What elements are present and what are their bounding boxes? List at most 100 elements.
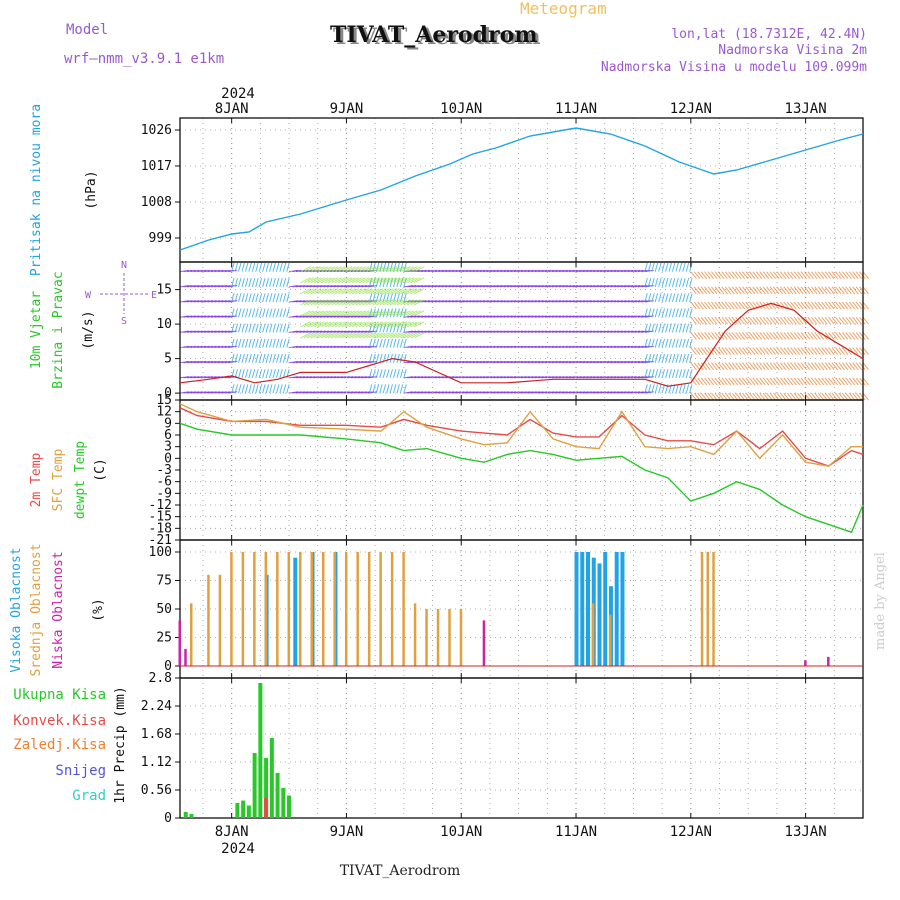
wind-arrow (565, 300, 575, 303)
wind-arrow (562, 376, 572, 379)
wind-arrow (714, 377, 721, 386)
wind-arrow (448, 300, 458, 303)
wind-arrow (337, 285, 347, 288)
wind-arrow (654, 369, 659, 379)
wind-arrow (565, 315, 575, 318)
wind-arrow (606, 360, 616, 364)
wind-arrow (821, 271, 828, 280)
wind-arrow (265, 338, 269, 348)
wind-arrow (786, 332, 794, 340)
wind-arrow (582, 345, 592, 349)
wind-arrow (707, 286, 715, 295)
wind-arrow (275, 369, 280, 379)
wind-arrow (610, 360, 620, 364)
wind-arrow (221, 330, 231, 333)
wind-arrow (179, 360, 189, 364)
wind-arrow (445, 300, 455, 303)
wind-arrow (527, 391, 537, 394)
wind-arrow (658, 323, 662, 333)
wind-arrow (507, 376, 517, 379)
wind-arrow (793, 286, 801, 295)
x-tick-bottom: 12JAN (670, 824, 712, 840)
wind-arrow (357, 376, 367, 379)
wind-arrow (762, 362, 770, 371)
wind-arrow (776, 316, 783, 325)
wind-arrow (347, 345, 357, 349)
wind-arrow (341, 310, 353, 317)
wind-arrow (489, 330, 499, 333)
wind-arrow (438, 285, 448, 288)
wind-arrow (620, 376, 630, 379)
total-precip-bar (241, 800, 246, 818)
wind-arrow (541, 345, 551, 349)
wind-arrow (365, 277, 377, 284)
wind-arrow (344, 330, 354, 333)
wind-arrow (302, 315, 312, 318)
wind-arrow (372, 293, 376, 303)
wind-arrow (548, 315, 558, 318)
wind-arrow (197, 360, 207, 364)
wind-arrow (238, 353, 242, 363)
wind-arrow (661, 384, 666, 394)
wind-arrow (314, 277, 325, 284)
wind-arrow (424, 330, 434, 333)
wind-arrow (647, 338, 652, 348)
wind-arrow (773, 286, 780, 295)
wind-arrow (786, 301, 794, 310)
wind-arrow (417, 315, 427, 318)
wind-arrow (500, 269, 510, 273)
wind-arrow (675, 308, 679, 318)
wind-arrow (852, 377, 859, 386)
wind-arrow (766, 271, 773, 280)
watermark: made by Angel (873, 552, 888, 650)
wind-arrow (258, 323, 263, 333)
wind-arrow (282, 262, 287, 272)
wind-arrow (369, 277, 380, 284)
wind-arrow (845, 332, 852, 340)
wind-arrow (773, 316, 780, 325)
total-precip-bar (275, 773, 280, 818)
wind-arrow (292, 285, 302, 288)
wind-arrow (286, 293, 290, 303)
wind-arrow (704, 301, 711, 310)
wind-arrow (376, 332, 387, 339)
model-label: Model (66, 22, 108, 38)
wind-arrow (479, 360, 489, 364)
wind-arrow (748, 377, 756, 386)
y-tick-label: 0 (164, 659, 172, 674)
wind-arrow (331, 277, 342, 284)
x-tick-bottom: 11JAN (555, 824, 597, 840)
wind-arrow (510, 330, 520, 333)
wind-arrow (186, 391, 196, 394)
wind-arrow (575, 269, 585, 273)
wind-arrow (204, 269, 214, 273)
wind-arrow (368, 369, 373, 379)
wind-arrow (790, 392, 797, 401)
wind-arrow (600, 315, 610, 318)
wind-arrow (479, 285, 489, 288)
wind-arrow (389, 277, 401, 284)
wind-arrow (589, 330, 599, 333)
wind-arrow (407, 266, 418, 273)
wind-arrow (807, 347, 814, 355)
y-tick-label: 12 (156, 405, 172, 420)
wind-arrow (482, 345, 493, 349)
wind-arrow (330, 376, 340, 379)
wind-arrow (569, 345, 579, 349)
wind-arrow (241, 369, 245, 379)
wind-arrow (704, 347, 711, 355)
wind-arrow (810, 392, 818, 401)
wind-arrow (582, 300, 592, 303)
wind-arrow (748, 347, 756, 355)
wind-arrow (610, 300, 620, 303)
wind-arrow (234, 308, 238, 318)
wind-arrow (399, 323, 404, 333)
wind-arrow (766, 332, 773, 340)
wind-arrow (347, 315, 357, 318)
wind-arrow (465, 315, 475, 318)
wind-arrow (804, 392, 811, 401)
wind-arrow (828, 301, 835, 310)
wind-arrow (314, 321, 325, 328)
wind-arrow (482, 376, 493, 379)
wind-arrow (320, 332, 332, 339)
